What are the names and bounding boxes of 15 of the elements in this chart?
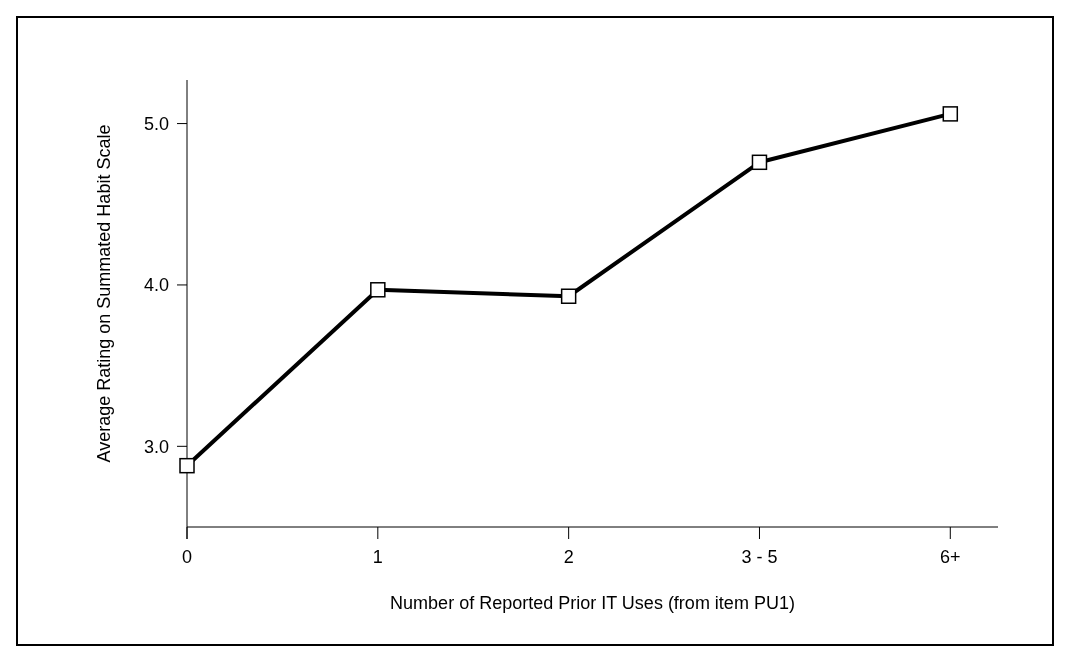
point bbox=[942, 106, 959, 122]
point bbox=[179, 457, 195, 474]
point bbox=[751, 154, 768, 171]
y-tick-label: 4.0 bbox=[143, 275, 169, 296]
point bbox=[560, 288, 577, 304]
y-axis-title: Average Rating on Summated Habit Scale bbox=[94, 124, 114, 463]
point bbox=[370, 282, 386, 298]
x-tick-label: 2 bbox=[563, 547, 574, 567]
x-tick-label: 1 bbox=[372, 547, 383, 567]
x-tick-label: 3 - 5 bbox=[741, 547, 778, 567]
x-axis-title: Number of Reported Prior IT Uses (from item PU1) bbox=[390, 593, 795, 613]
x-tick-label: 6+ bbox=[940, 547, 961, 567]
y-tick-label: 3.0 bbox=[143, 436, 169, 457]
x-tick-label: 0 bbox=[181, 547, 193, 567]
y-tick-label: 5.0 bbox=[143, 113, 169, 134]
